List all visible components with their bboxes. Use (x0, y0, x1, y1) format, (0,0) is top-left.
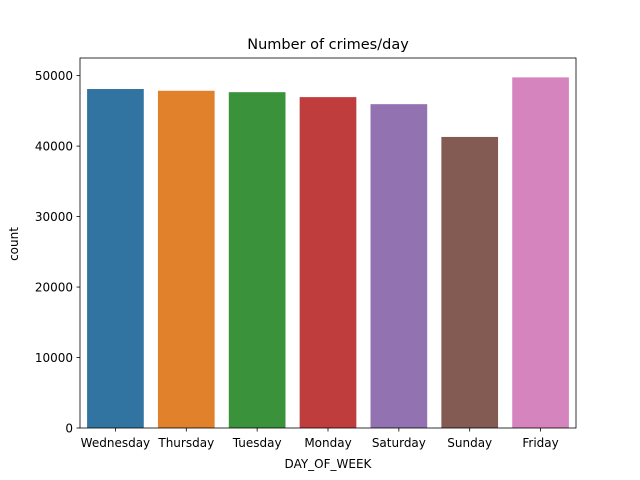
y-tick-label: 20000 (35, 281, 73, 295)
bar-saturday (370, 104, 428, 429)
y-tick-label: 40000 (35, 140, 73, 154)
y-tick-label: 0 (65, 422, 73, 436)
bar-tuesday (228, 92, 286, 428)
x-tick-label: Saturday (372, 436, 426, 450)
x-tick-label: Thursday (157, 436, 214, 450)
x-tick-label: Tuesday (232, 436, 282, 450)
y-tick-label: 50000 (35, 69, 73, 83)
x-tick-label: Sunday (447, 436, 492, 450)
bar-sunday (441, 136, 499, 428)
bar-friday (512, 77, 569, 428)
bar-thursday (157, 90, 215, 429)
axes-frame (79, 57, 577, 429)
x-tick-label: Friday (522, 436, 558, 450)
x-tick-label: Wednesday (81, 436, 150, 450)
bar-monday (299, 97, 357, 428)
y-axis-ticks: 0 10000 20000 30000 40000 50000 (35, 69, 80, 436)
y-axis-label: count (7, 227, 21, 261)
y-tick-label: 10000 (35, 351, 73, 365)
x-axis-label: DAY_OF_WEEK (285, 457, 373, 471)
y-tick-label: 30000 (35, 210, 73, 224)
bar-wednesday (87, 89, 144, 428)
bar-group (87, 77, 569, 429)
x-axis-ticks: Wednesday Thursday Tuesday Monday Saturday Su… (81, 428, 559, 450)
x-tick-label: Monday (304, 436, 351, 450)
chart-title: Number of crimes/day (247, 37, 409, 53)
